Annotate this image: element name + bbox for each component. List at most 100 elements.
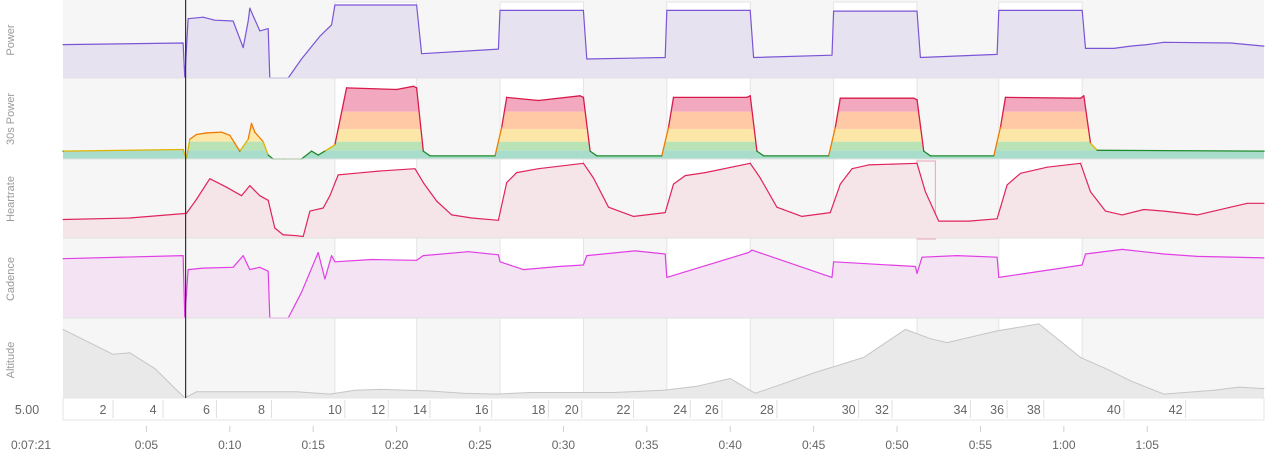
power-30s-point xyxy=(661,155,663,157)
power-point xyxy=(1130,45,1132,47)
power-30s-line-segment xyxy=(827,126,836,157)
heartrate-point xyxy=(916,162,918,164)
cadence-point xyxy=(833,261,835,263)
heartrate-point xyxy=(1080,162,1082,164)
cadence-point xyxy=(996,256,998,258)
heartrate-point xyxy=(1263,202,1265,204)
cadence-point xyxy=(331,255,333,257)
power-30s-line-segment xyxy=(1004,96,1082,99)
power-30s-line-segment xyxy=(300,150,313,160)
power-30s-point xyxy=(828,155,830,157)
power-30s-line-segment xyxy=(923,150,932,157)
altitude-point xyxy=(429,390,431,392)
heartrate-point xyxy=(801,215,803,217)
power-point xyxy=(319,35,321,37)
power-30s-point xyxy=(834,126,836,128)
cadence-point xyxy=(416,259,418,261)
power-30s-point xyxy=(250,122,253,125)
heartrate-point xyxy=(282,234,284,236)
panel-separators xyxy=(63,77,1264,319)
altitude-point xyxy=(562,392,564,394)
altitude-point xyxy=(813,372,815,374)
power-30s-line-segment xyxy=(422,150,431,157)
altitude-point xyxy=(112,353,114,355)
altitude-point xyxy=(904,328,906,330)
heartrate-point xyxy=(302,235,304,237)
altitude-point xyxy=(696,385,698,387)
time-tick-label: 0:10 xyxy=(218,438,242,452)
altitude-point xyxy=(296,391,298,393)
time-tick-label: 1:05 xyxy=(1136,438,1160,452)
heartrate-point xyxy=(62,219,64,221)
power-30s-point xyxy=(267,154,269,156)
distance-tick-label: 12 xyxy=(371,403,385,417)
power-30s-point xyxy=(1096,149,1098,151)
power-area xyxy=(63,5,1264,78)
time-axis: 0:05 0:10 0:15 0:20 0:25 0:30 0:35 0:40 0:45 0:50… xyxy=(135,426,1160,452)
heartrate-point xyxy=(537,168,539,170)
distance-tick-label: 26 xyxy=(705,403,719,417)
cadence-area xyxy=(63,249,1264,318)
power-30s-line-segment xyxy=(220,131,231,136)
power-30s-point xyxy=(756,150,758,152)
power-30s-line-segment xyxy=(1083,95,1092,144)
heartrate-point xyxy=(776,206,778,208)
power-30s-line-segment xyxy=(345,87,398,91)
power-30s-point xyxy=(422,150,424,152)
time-tick-label: 1:00 xyxy=(1052,438,1076,452)
power-30s-point xyxy=(345,87,348,89)
cadence-point xyxy=(499,261,501,263)
distance-tick-label: 22 xyxy=(617,403,631,417)
power-point xyxy=(187,18,189,20)
panel-label-30s-power: 30s Power xyxy=(5,93,17,145)
power-point xyxy=(416,4,418,6)
heartrate-point xyxy=(1121,214,1123,216)
heartrate-point xyxy=(296,235,298,237)
power-point xyxy=(182,42,184,44)
heartrate-point xyxy=(704,172,706,174)
cadence-point xyxy=(187,269,189,271)
power-30s-line-segment xyxy=(189,133,198,140)
power-point xyxy=(1263,45,1265,47)
power-point xyxy=(1085,47,1087,49)
y-label-box xyxy=(21,2,61,398)
power-point xyxy=(497,48,499,50)
power-30s-line-segment xyxy=(993,126,1002,157)
power-30s-point xyxy=(501,126,503,128)
altitude-point xyxy=(946,342,948,344)
cadence-point xyxy=(249,269,251,271)
power-30s-line-segment xyxy=(229,134,241,152)
power-30s-line-segment xyxy=(239,138,249,152)
power-30s-line-segment xyxy=(1089,142,1098,151)
cadence-point xyxy=(1085,253,1087,255)
power-30s-point xyxy=(839,97,841,99)
heartrate-point xyxy=(209,178,211,180)
power-point xyxy=(998,9,1000,11)
power-30s-point xyxy=(310,150,313,152)
heartrate-point xyxy=(607,206,609,208)
power-30s-line-segment xyxy=(834,97,841,129)
power-30s-point xyxy=(429,155,431,157)
power-30s-point xyxy=(254,131,256,133)
cadence-point xyxy=(522,269,524,271)
cadence-point xyxy=(831,276,833,278)
power-point xyxy=(499,9,501,11)
distance-tick-label: 40 xyxy=(1107,403,1121,417)
heartrate-point xyxy=(471,217,473,219)
cadence-point xyxy=(324,278,326,280)
power-30s-point xyxy=(749,95,751,97)
cadence-point xyxy=(666,276,668,278)
cadence-point xyxy=(582,264,584,266)
altitude-area xyxy=(63,323,1264,398)
distance-axis-strip xyxy=(62,397,1265,421)
power-30s-point xyxy=(334,144,336,146)
distance-tick-label: 2 xyxy=(100,403,107,417)
heartrate-point xyxy=(996,218,998,220)
heartrate-point xyxy=(1006,184,1008,186)
zone-1-band xyxy=(63,150,1264,159)
heartrate-point xyxy=(516,172,518,174)
heartrate-point xyxy=(938,220,940,222)
heartrate-point xyxy=(322,207,324,209)
power-point xyxy=(831,54,833,56)
power-30s-line-segment xyxy=(589,150,598,157)
